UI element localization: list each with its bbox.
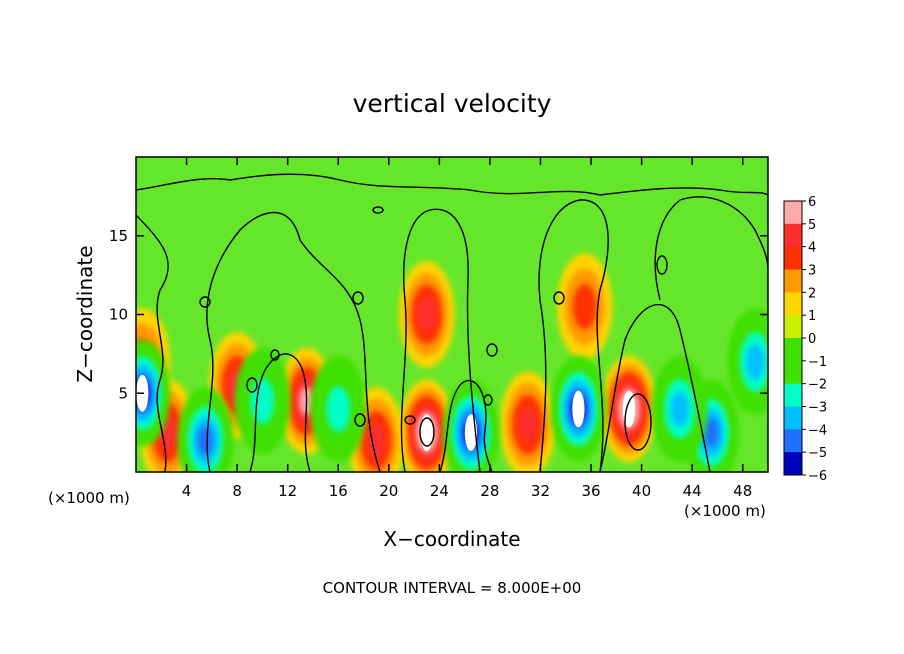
updraft-level — [572, 283, 597, 330]
updraft-level — [518, 407, 538, 443]
downdraft-level — [250, 378, 275, 424]
y-tick-label: 5 — [118, 384, 128, 402]
contour-interval-note: CONTOUR INTERVAL = 8.000E+00 — [323, 579, 582, 597]
x-tick-label: 32 — [531, 482, 550, 500]
updraft-level — [366, 422, 386, 459]
downdraft-level — [670, 391, 689, 427]
colorbar-band — [784, 452, 802, 476]
colorbar-band — [784, 201, 802, 225]
colorbar-label: 2 — [808, 286, 816, 301]
downdraft-level — [197, 425, 214, 456]
y-tick-label: 15 — [109, 227, 128, 245]
x-tick-label: 12 — [278, 482, 297, 500]
downdraft-core — [572, 390, 585, 428]
x-tick-label: 16 — [329, 482, 348, 500]
colorbar-label: −5 — [808, 446, 827, 461]
colorbar-label: −3 — [808, 401, 827, 416]
chart-title: vertical velocity — [353, 89, 552, 118]
x-unit-right: (×1000 m) — [684, 502, 766, 520]
colorbar-band — [784, 269, 802, 293]
x-tick-label: 4 — [182, 482, 192, 500]
y-axis-ticks: 5 10 15 — [109, 227, 768, 402]
x-tick-label: 28 — [480, 482, 499, 500]
x-tick-label: 48 — [733, 482, 752, 500]
colorbar-label: 0 — [808, 332, 816, 347]
colorbar-label: −2 — [808, 378, 827, 393]
plot-area — [136, 157, 768, 472]
colorbar-band — [784, 292, 802, 316]
velocity-field — [136, 253, 768, 472]
colorbar-band — [784, 429, 802, 453]
downdraft-level — [746, 344, 765, 380]
downdraft-level — [703, 418, 719, 448]
x-tick-label: 8 — [232, 482, 242, 500]
y-tick-label: 10 — [109, 306, 128, 324]
colorbar-band — [784, 406, 802, 430]
colorbar-label: 6 — [808, 195, 816, 210]
x-unit-left: (×1000 m) — [48, 489, 130, 507]
y-axis-label: Z−coordinate — [73, 245, 97, 382]
colorbar-band — [784, 383, 802, 407]
colorbar-label: 3 — [808, 264, 816, 279]
colorbar-band — [784, 338, 802, 362]
colorbar-label: 1 — [808, 309, 816, 324]
x-tick-label: 40 — [632, 482, 651, 500]
colorbar-label: 5 — [808, 218, 816, 233]
x-tick-label: 24 — [430, 482, 449, 500]
updraft-core — [420, 414, 433, 452]
updraft-core — [622, 390, 636, 428]
colorbar: 6 5 4 3 2 1 0 −1 −2 −3 −4 −5 −6 — [783, 195, 827, 484]
colorbar-label: −1 — [808, 355, 827, 370]
x-tick-label: 20 — [379, 482, 398, 500]
x-tick-label: 44 — [683, 482, 702, 500]
x-axis-label: X−coordinate — [383, 527, 520, 551]
colorbar-label: 4 — [808, 241, 816, 256]
colorbar-label: −4 — [808, 423, 827, 438]
updraft-level — [417, 296, 436, 333]
colorbar-band — [784, 315, 802, 339]
zero-contours — [136, 173, 768, 472]
colorbar-label: −6 — [808, 469, 827, 484]
colorbar-band — [784, 246, 802, 270]
colorbar-band — [784, 223, 802, 248]
x-tick-label: 36 — [581, 482, 600, 500]
x-axis-ticks: 4 8 12 16 20 24 28 32 36 40 44 48 — [182, 157, 752, 500]
downdraft-level — [326, 386, 351, 432]
colorbar-band — [784, 360, 802, 385]
